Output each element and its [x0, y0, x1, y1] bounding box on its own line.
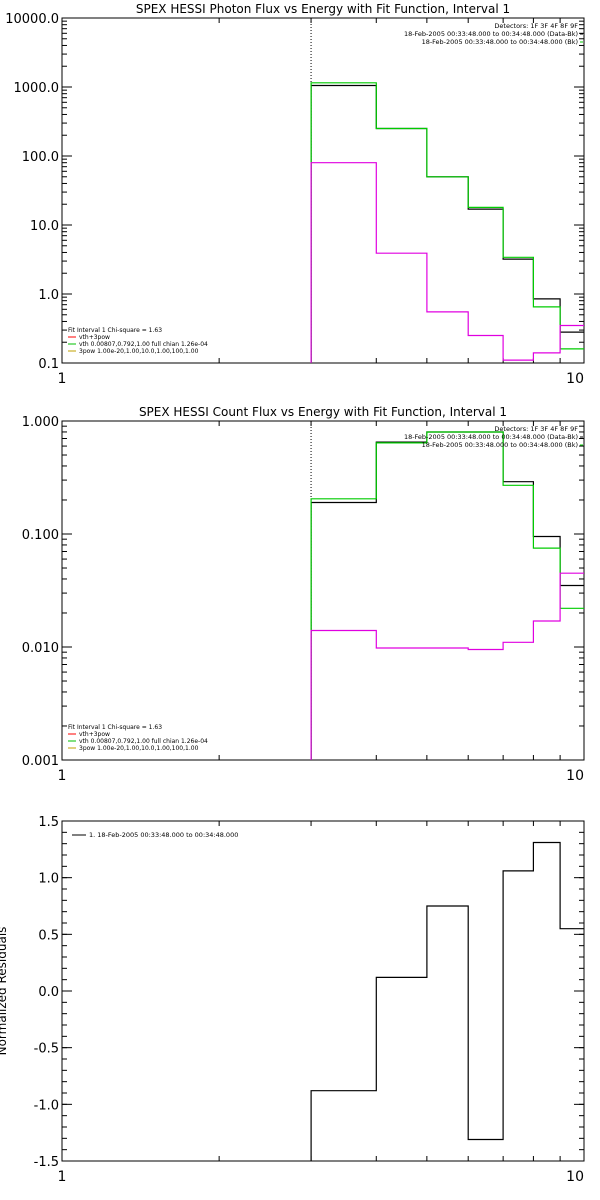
plot-frame: [61, 420, 585, 761]
y-tick-label: 10000.0: [5, 12, 59, 27]
chart-title: SPEX HESSI Count Flux vs Energy with Fit…: [139, 405, 507, 419]
legend-bottom-item: vth 0.00807,0.792,1.00 full chian 1.26e-…: [79, 341, 208, 348]
histogram-series-1: [310, 84, 584, 363]
y-tick-label: 0.010: [22, 641, 59, 656]
y-tick-label: 1.5: [38, 815, 59, 830]
x-tick-label: 1: [58, 371, 67, 387]
y-tick-label: 0.0: [38, 985, 59, 1000]
histogram-series-3: [310, 572, 584, 760]
y-tick-label: 0.5: [38, 928, 59, 943]
histogram-series-2: [310, 82, 584, 363]
y-tick-label: 1.0: [38, 872, 59, 887]
plot-frame: [61, 820, 585, 1162]
count-flux-panel: SPEX HESSI Count Flux vs Energy with Fit…: [22, 405, 585, 784]
x-tick-label: 10: [566, 768, 584, 784]
y-tick-label: -0.5: [34, 1042, 59, 1057]
legend-top-item: 1. 18-Feb-2005 00:33:48.000 to 00:34:48.…: [89, 831, 238, 839]
y-tick-label: 1.000: [22, 415, 59, 430]
legend-bottom-item: Fit Interval 1 Chi-square = 1.63: [68, 327, 162, 334]
x-tick-label: 1: [58, 768, 67, 784]
legend-top-item: 18-Feb-2005 00:33:48.000 to 00:34:48.000…: [422, 441, 578, 449]
y-tick-label: 100.0: [22, 150, 59, 165]
legend-top-item: 18-Feb-2005 00:33:48.000 to 00:34:48.000…: [404, 433, 578, 441]
histogram-series-3: [310, 162, 584, 363]
histogram-series-2: [310, 431, 584, 760]
legend-bottom-item: Fit Interval 1 Chi-square = 1.63: [68, 724, 162, 731]
legend-top-item: 18-Feb-2005 00:33:48.000 to 00:34:48.000…: [404, 30, 578, 38]
y-tick-label: -1.5: [34, 1155, 59, 1170]
y-tick-label: 0.100: [22, 528, 59, 543]
legend-bottom-item: 3pow 1.00e-20,1.00,10.0,1.00,100,1.00: [79, 745, 199, 752]
photon-flux-panel: SPEX HESSI Photon Flux vs Energy with Fi…: [5, 2, 585, 387]
y-tick-label: 1000.0: [14, 81, 60, 96]
x-tick-label: 1: [58, 1169, 67, 1185]
x-tick-label: 10: [566, 1169, 584, 1185]
y-tick-label: -1.0: [34, 1098, 59, 1113]
plot-frame: [61, 17, 585, 364]
y-tick-label: 0.001: [22, 754, 59, 769]
y-axis-label: Normalized Residuals: [0, 927, 9, 1056]
x-tick-label: 10: [566, 371, 584, 387]
y-tick-label: 0.1: [38, 357, 59, 372]
y-tick-label: 1.0: [38, 288, 59, 303]
legend-top-item: 18-Feb-2005 00:33:48.000 to 00:34:48.000…: [422, 38, 578, 46]
legend-top-item: Detectors: 1F 3F 4F 8F 9F: [494, 425, 578, 433]
y-tick-label: 10.0: [30, 219, 59, 234]
legend-bottom-item: vth+3pow: [79, 731, 110, 738]
histogram-series-1: [310, 431, 584, 760]
legend-bottom-item: 3pow 1.00e-20,1.00,10.0,1.00,100,1.00: [79, 348, 199, 355]
residuals-panel: Normalized Residuals -1.5 -1.0 -0.5 0.0 0.5 1.…: [0, 815, 585, 1185]
histogram-series-1: [310, 841, 584, 1161]
legend-bottom-item: vth 0.00807,0.792,1.00 full chian 1.26e-…: [79, 738, 208, 745]
chart-title: SPEX HESSI Photon Flux vs Energy with Fi…: [136, 2, 510, 16]
legend-top-item: Detectors: 1F 3F 4F 8F 9F: [494, 22, 578, 30]
legend-bottom-item: vth+3pow: [79, 334, 110, 341]
